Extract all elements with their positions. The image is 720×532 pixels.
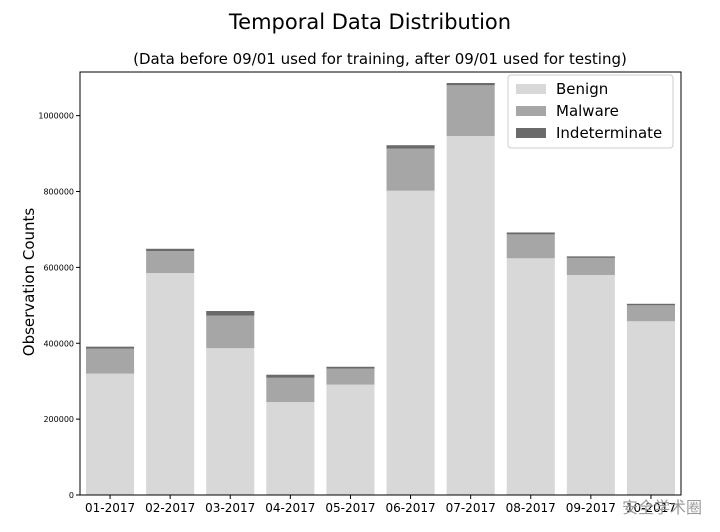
legend-swatch-malware xyxy=(516,106,546,116)
legend-label-indeterminate: Indeterminate xyxy=(556,124,662,142)
x-tick-label: 04-2017 xyxy=(265,501,315,515)
bar-indeterminate-7 xyxy=(446,83,495,86)
y-tick-label: 400000 xyxy=(43,339,74,348)
bar-indeterminate-4 xyxy=(266,374,315,378)
bar-indeterminate-5 xyxy=(326,366,375,369)
y-tick-label: 200000 xyxy=(43,415,74,424)
x-tick-label: 09-2017 xyxy=(566,501,616,515)
x-tick-label: 07-2017 xyxy=(446,501,496,515)
bar-malware-7 xyxy=(446,85,495,137)
bar-indeterminate-10 xyxy=(626,303,675,306)
bar-indeterminate-8 xyxy=(506,232,555,235)
x-tick-label: 08-2017 xyxy=(506,501,556,515)
bar-benign-2 xyxy=(146,273,195,495)
bar-indeterminate-1 xyxy=(86,346,135,349)
y-tick-label: 800000 xyxy=(43,188,74,197)
x-tick-label: 06-2017 xyxy=(385,501,435,515)
y-tick-label: 0 xyxy=(69,491,74,500)
legend-label-malware: Malware xyxy=(556,102,619,120)
bar-benign-5 xyxy=(326,384,375,495)
bar-malware-10 xyxy=(626,305,675,322)
bar-malware-3 xyxy=(206,315,255,349)
x-tick-label: 01-2017 xyxy=(85,501,135,515)
legend-swatch-benign xyxy=(516,84,546,94)
legend: Benign Malware Indeterminate xyxy=(507,74,674,149)
legend-box xyxy=(507,74,674,149)
bar-benign-6 xyxy=(386,190,435,495)
legend-label-benign: Benign xyxy=(556,80,608,98)
y-axis-label: Observation Counts xyxy=(20,208,38,357)
bar-benign-4 xyxy=(266,402,315,495)
bar-malware-6 xyxy=(386,148,435,191)
bar-malware-5 xyxy=(326,368,375,385)
axes-frame xyxy=(79,71,682,496)
legend-swatch-indeterminate xyxy=(516,128,546,138)
plot-area: 01-2017 02-2017 03-2017 04-2017 05-2017 06-20… xyxy=(38,71,682,515)
x-tick-label: 05-2017 xyxy=(325,501,375,515)
y-tick-label: 1000000 xyxy=(38,112,74,121)
y-tick-label: 600000 xyxy=(43,263,74,272)
x-tick-label: 03-2017 xyxy=(205,501,255,515)
watermark: 安全学术圈 xyxy=(621,498,702,517)
bar-malware-1 xyxy=(86,348,135,374)
bar-benign-3 xyxy=(206,348,255,495)
bar-malware-2 xyxy=(146,251,195,274)
bar-benign-8 xyxy=(506,258,555,495)
chart-subtitle: (Data before 09/01 used for training, af… xyxy=(133,50,627,68)
chart-title: Temporal Data Distribution xyxy=(228,10,511,34)
x-tick-label: 10-2017 xyxy=(626,501,676,515)
bar-benign-7 xyxy=(446,136,495,496)
bar-indeterminate-6 xyxy=(386,145,435,149)
x-tick-label: 02-2017 xyxy=(145,501,195,515)
bar-malware-4 xyxy=(266,377,315,403)
bar-indeterminate-9 xyxy=(566,256,615,258)
bar-malware-9 xyxy=(566,257,615,275)
bar-benign-10 xyxy=(626,321,675,495)
bar-benign-1 xyxy=(86,373,135,495)
bar-indeterminate-2 xyxy=(146,248,195,252)
bar-benign-9 xyxy=(566,274,615,495)
bar-malware-8 xyxy=(506,234,555,259)
bar-indeterminate-3 xyxy=(206,311,255,316)
